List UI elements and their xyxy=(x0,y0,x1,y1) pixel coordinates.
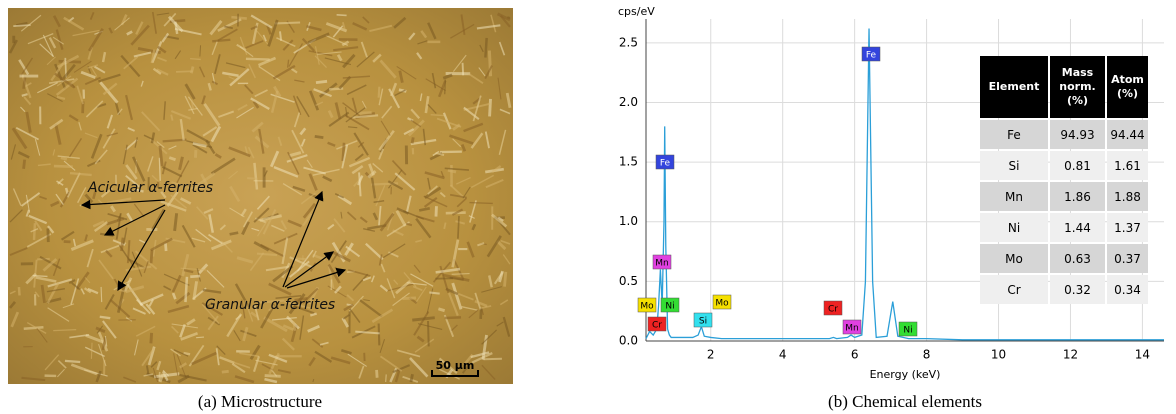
table-value: 0.32 xyxy=(1064,283,1091,297)
micrograph-arrows xyxy=(80,190,347,292)
caption: (a) Microstructure xyxy=(198,392,322,411)
table-value: Mo xyxy=(1005,252,1023,266)
table-cell xyxy=(980,213,1048,242)
table-cell xyxy=(1107,120,1148,149)
y-tick-label: 0.0 xyxy=(619,334,638,348)
x-tick-label: 12 xyxy=(1063,348,1078,362)
x-tick-label: 14 xyxy=(1135,348,1150,362)
table-value: Cr xyxy=(1007,283,1020,297)
table-header-cell xyxy=(1050,56,1105,118)
table-value: 0.63 xyxy=(1064,252,1091,266)
y-tick-label: 1.5 xyxy=(619,155,638,169)
peak-tag-label: Cr xyxy=(652,321,662,331)
table-cell xyxy=(1107,182,1148,211)
x-tick-label: 6 xyxy=(851,348,859,362)
table-cell xyxy=(1107,244,1148,273)
table-value: 1.37 xyxy=(1114,221,1141,235)
peak-tag xyxy=(660,297,680,313)
y-tick-label: 0.5 xyxy=(619,274,638,288)
peak-tag xyxy=(861,46,881,62)
table-value: 1.88 xyxy=(1114,190,1141,204)
peak-tag xyxy=(655,154,675,170)
table-header: Atom (%) xyxy=(1111,73,1144,100)
peak-tag-label: Si xyxy=(699,317,707,327)
x-tick-label: 10 xyxy=(991,348,1006,362)
table-cell xyxy=(1050,120,1105,149)
x-tick-label: 2 xyxy=(707,348,715,362)
table-header-cell xyxy=(1107,56,1148,118)
peak-tag-label: Ni xyxy=(665,302,674,312)
y-axis-label: cps/eV xyxy=(618,5,655,18)
table-cell xyxy=(1107,213,1148,242)
table-value: Ni xyxy=(1008,221,1020,235)
scale-bar xyxy=(431,370,479,377)
micrograph-texture xyxy=(8,11,512,384)
table-value: 0.81 xyxy=(1064,159,1091,173)
table-header: Element xyxy=(989,80,1040,93)
x-tick-label: 8 xyxy=(923,348,931,362)
table-cell xyxy=(980,244,1048,273)
table-value: 94.44 xyxy=(1110,128,1144,142)
x-tick-label: 4 xyxy=(779,348,787,362)
peak-tag-label: Fe xyxy=(660,159,671,169)
table-cell xyxy=(980,151,1048,180)
peak-tag-label: Mn xyxy=(845,324,858,334)
peak-tag-label: Cr xyxy=(828,305,838,315)
peak-tag-label: Ni xyxy=(903,326,912,336)
table-cell xyxy=(1107,275,1148,304)
table-cell xyxy=(980,275,1048,304)
spectrum-line xyxy=(645,28,1164,341)
table-value: 0.37 xyxy=(1114,252,1141,266)
annotation: Granular α-ferrites xyxy=(205,297,335,313)
table-value: 1.86 xyxy=(1064,190,1091,204)
scale-bar-label: 50 µm xyxy=(436,359,475,372)
peak-tag xyxy=(823,300,843,316)
table-cell xyxy=(1050,213,1105,242)
peak-tag xyxy=(647,316,667,332)
peak-tag-label: Fe xyxy=(866,51,877,61)
table-header-cell xyxy=(980,56,1048,118)
annotation: Acicular α-ferrites xyxy=(87,180,213,196)
peak-tag-label: Mo xyxy=(715,299,729,309)
table-value: 1.44 xyxy=(1064,221,1091,235)
peak-tag xyxy=(842,319,862,335)
caption: (b) Chemical elements xyxy=(828,392,982,411)
table-cell xyxy=(1050,244,1105,273)
table-value: 1.61 xyxy=(1114,159,1141,173)
table-cell xyxy=(1050,275,1105,304)
y-tick-label: 2.0 xyxy=(619,95,638,109)
table-value: Fe xyxy=(1007,128,1021,142)
table-value: 0.34 xyxy=(1114,283,1141,297)
peak-tag-label: Mn xyxy=(655,259,668,269)
table-value: 94.93 xyxy=(1060,128,1094,142)
peak-tag xyxy=(898,321,918,337)
peak-tag xyxy=(637,297,657,313)
x-axis-label: Energy (keV) xyxy=(870,368,941,381)
table-cell xyxy=(1050,151,1105,180)
y-tick-label: 1.0 xyxy=(619,214,638,228)
table-cell xyxy=(980,182,1048,211)
table-cell xyxy=(1050,182,1105,211)
table-value: Mn xyxy=(1005,190,1023,204)
table-cell xyxy=(1107,151,1148,180)
peak-tag-label: Mo xyxy=(640,302,654,312)
peak-tag xyxy=(652,254,672,270)
table-header: Mass norm. (%) xyxy=(1059,66,1095,107)
table-cell xyxy=(980,120,1048,149)
table-value: Si xyxy=(1009,159,1020,173)
peak-tag xyxy=(712,294,732,310)
peak-tag xyxy=(693,312,713,328)
y-tick-label: 2.5 xyxy=(619,35,638,49)
